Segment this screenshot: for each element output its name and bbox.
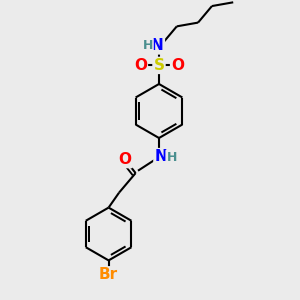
- Text: N: N: [151, 38, 164, 53]
- Text: Br: Br: [99, 267, 118, 282]
- Text: O: O: [118, 152, 132, 167]
- Text: S: S: [154, 58, 164, 73]
- Text: N: N: [154, 149, 167, 164]
- Text: H: H: [167, 151, 177, 164]
- Text: O: O: [134, 58, 147, 73]
- Text: O: O: [171, 58, 184, 73]
- Text: H: H: [142, 39, 153, 52]
